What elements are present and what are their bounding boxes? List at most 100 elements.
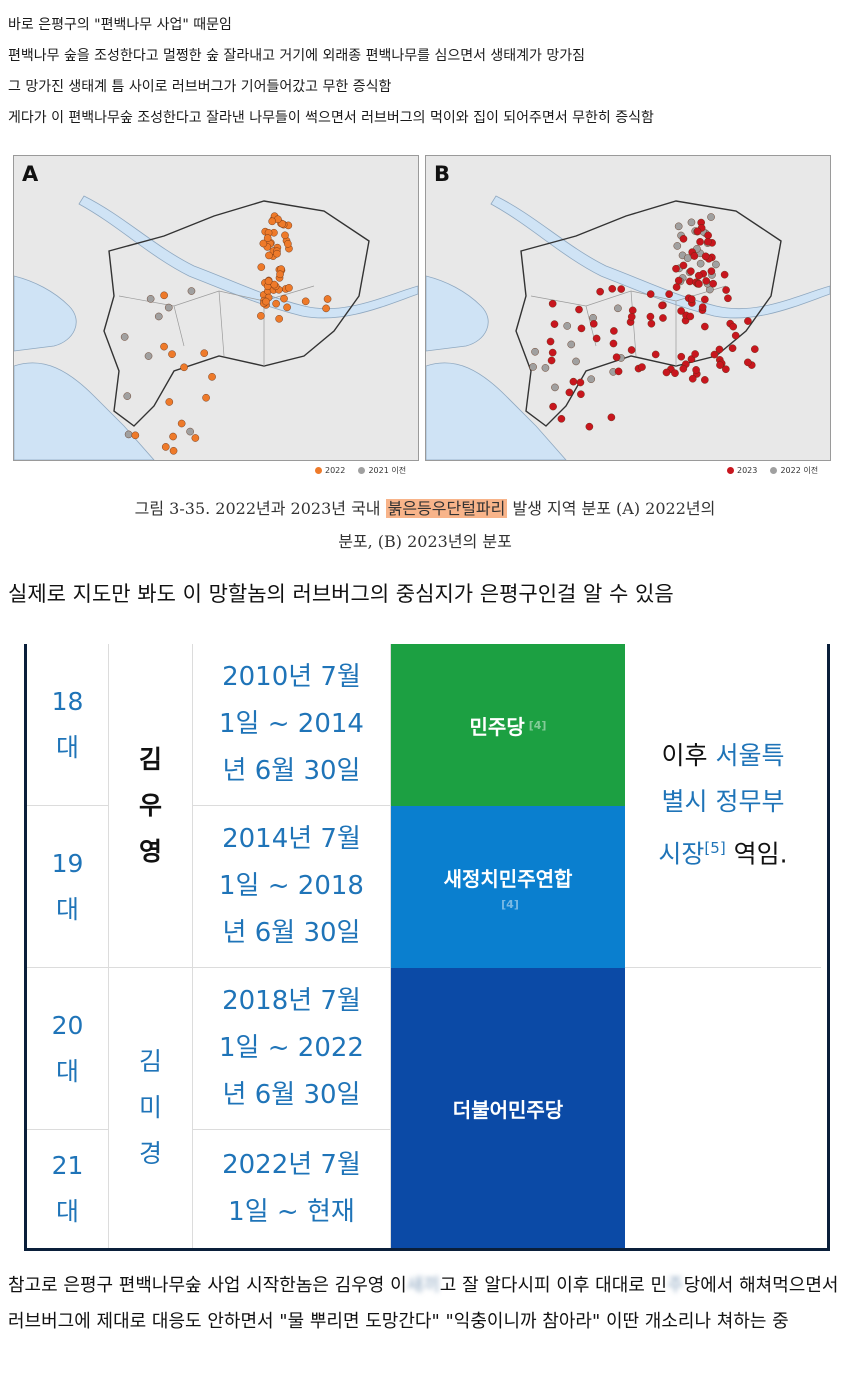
map-dot <box>646 290 655 298</box>
distribution-maps-figure: A 2022 2021 이전 B 2023 2022 이전 <box>13 155 831 485</box>
map-dot <box>585 422 594 431</box>
map-dot <box>168 350 176 358</box>
note-link[interactable]: 서울특 <box>715 741 785 771</box>
map-dot <box>679 235 688 243</box>
map-dot <box>281 231 289 240</box>
panel-letter-a: A <box>22 162 39 186</box>
bay-area <box>426 275 489 352</box>
map-dot <box>610 327 618 335</box>
figure-caption: 그림 3-35. 2022년과 2023년 국내 붉은등우단털파리 발생 지역 … <box>0 492 850 558</box>
map-dot <box>674 222 683 231</box>
party-label: 더불어민주당 <box>452 1097 564 1122</box>
map-dot <box>551 383 559 392</box>
party-footnote[interactable]: [4] <box>528 718 547 732</box>
name-char: 김 <box>138 744 162 774</box>
map-dot <box>323 295 332 303</box>
map-dot <box>275 315 283 323</box>
map-dot <box>549 402 557 411</box>
map-dot <box>722 365 730 374</box>
term-line: 년 6월 30일 <box>222 918 361 948</box>
legend-dot-red <box>727 467 734 474</box>
footer-segment: 참고로 은평구 편백나무숲 사업 시작한놈은 김우영 이 <box>8 1275 407 1296</box>
footer-segment: 고 잘 알다시피 이후 대대로 민 <box>439 1275 668 1296</box>
map-dot <box>715 345 724 354</box>
term-line: 1일 ~ 2022 <box>219 1033 364 1063</box>
map-dot <box>609 339 618 348</box>
map-dot <box>531 347 539 356</box>
map-dot <box>575 305 583 314</box>
term-line: 2014년 7월 <box>222 824 361 854</box>
note-link[interactable]: 시장 <box>658 839 705 869</box>
map-dot <box>187 287 196 295</box>
note-cell: 이후 서울특 별시 정무부 시장[5] 역임. <box>625 644 821 968</box>
map-dot <box>614 304 622 313</box>
footer-segment: 당에서 해쳐먹으면서 러브버그에 제대로 대응도 안하면서 "물 뿌리면 도망간… <box>8 1275 839 1332</box>
map-dot <box>614 367 623 376</box>
map-dot <box>679 261 688 270</box>
note-footnote[interactable]: [5] <box>704 839 726 858</box>
map-dot <box>541 364 550 372</box>
blurred-word: 주 <box>667 1275 684 1296</box>
map-dot <box>701 322 709 331</box>
legend-a: 2022 2021 이전 <box>315 465 406 476</box>
map-dot <box>647 319 656 328</box>
map-dot <box>665 290 673 298</box>
intro-line: 그 망가진 생태계 틈 사이로 러브버그가 기어들어갔고 무한 증식함 <box>8 79 392 95</box>
map-dot <box>160 291 168 300</box>
party-label: 새정치민주연합 <box>443 867 573 891</box>
party-label: 민주당 <box>469 714 525 739</box>
map-dot <box>589 320 598 328</box>
legend-a-new: 2022 <box>325 466 346 475</box>
dots-b <box>529 213 759 431</box>
term-line: 년 6월 30일 <box>222 1080 361 1110</box>
footer-text: 참고로 은평구 편백나무숲 사업 시작한놈은 김우영 이새끼고 잘 알다시피 이… <box>8 1268 844 1340</box>
note-prefix: 이후 <box>661 741 708 771</box>
map-dot <box>687 267 695 276</box>
map-dot <box>662 368 671 377</box>
river <box>78 195 418 319</box>
map-dot <box>716 361 724 369</box>
map-dot <box>268 217 276 226</box>
term-line: 1일 ~ 현재 <box>228 1197 355 1227</box>
legend-b-new: 2023 <box>737 466 758 475</box>
term-number-20: 20 대 <box>27 968 109 1130</box>
map-dot <box>710 350 719 359</box>
map-dot <box>672 264 680 273</box>
map-dot <box>751 345 759 353</box>
map-dot <box>186 427 194 436</box>
map-dot <box>146 295 155 303</box>
map-dot <box>529 363 537 371</box>
map-dot <box>674 276 683 285</box>
caption-line-2: 분포, (B) 2023년의 분포 <box>338 532 512 551</box>
map-dot <box>712 260 720 269</box>
map-dot <box>686 312 695 321</box>
map-dot <box>283 303 291 312</box>
party-footnote[interactable]: [4] <box>501 898 519 911</box>
map-dot <box>744 317 752 325</box>
map-dot <box>720 270 729 279</box>
term-number-19: 19 대 <box>27 806 109 968</box>
map-dot <box>692 366 700 374</box>
note-link[interactable]: 별시 정무부 <box>661 787 785 817</box>
map-dot <box>698 303 707 311</box>
map-dot <box>608 284 617 293</box>
map-dot <box>276 270 284 279</box>
map-dot <box>638 363 646 371</box>
map-dot <box>200 349 209 357</box>
map-dot <box>572 357 580 366</box>
map-dot <box>577 390 585 399</box>
map-dot <box>704 231 712 240</box>
map-dot <box>672 283 681 291</box>
map-dot <box>628 306 637 315</box>
map-dot <box>567 340 576 349</box>
map-dot <box>646 312 655 321</box>
map-dot <box>694 271 703 280</box>
map-dot <box>548 348 557 357</box>
district-lines <box>118 285 315 366</box>
map-dot <box>607 413 616 422</box>
map-dot <box>563 322 572 330</box>
term-line: 2018년 7월 <box>222 986 361 1016</box>
legend-dot-gray <box>770 467 778 474</box>
caption-highlight: 붉은등우단털파리 <box>385 499 508 518</box>
